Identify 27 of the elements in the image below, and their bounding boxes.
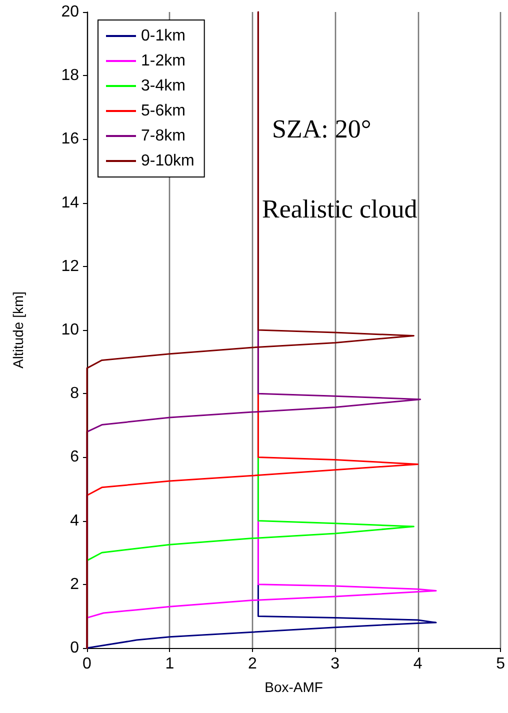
y-tick-label: 14 [61,194,80,212]
annotation: Realistic cloud [262,194,418,224]
annotation: SZA: 20° [272,114,372,144]
x-axis-title: Box-AMF [264,679,323,695]
x-tick-label: 0 [82,656,92,672]
y-tick-label: 4 [70,512,80,530]
y-tick-label: 20 [61,4,80,20]
y-tick-label: 6 [70,448,80,466]
x-tick-label: 2 [248,656,257,672]
legend-label: 5-6km [141,102,186,120]
y-tick-label: 16 [61,130,80,148]
y-tick-label: 0 [70,640,80,656]
legend-label: 9-10km [141,152,194,170]
x-tick-label: 1 [165,656,174,672]
x-tick-label: 3 [330,656,340,672]
x-tick-label: 5 [496,656,506,672]
legend-label: 3-4km [141,78,186,94]
y-tick-label: 8 [70,385,80,402]
y-tick-label: 18 [61,67,80,84]
y-tick-label: 12 [61,258,80,275]
legend-label: 1-2km [141,52,186,70]
y-tick-label: 2 [70,576,80,593]
y-tick-label: 10 [61,322,80,338]
y-axis-title: Altitude [km] [10,291,26,369]
x-tick-label: 4 [413,656,422,672]
legend-label: 0-1km [141,28,186,44]
legend-label: 7-8km [141,128,186,144]
